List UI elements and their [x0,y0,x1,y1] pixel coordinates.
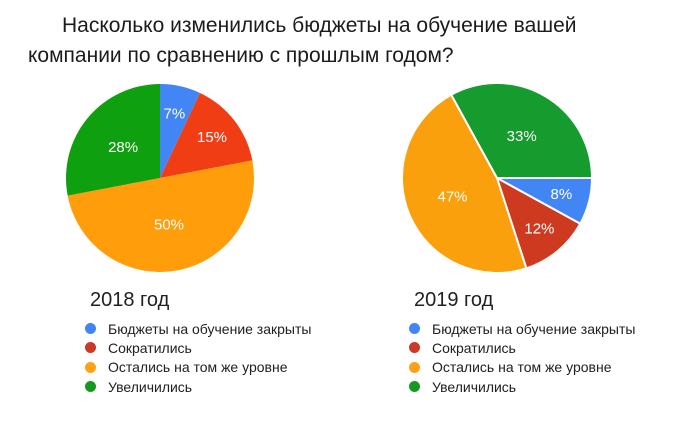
pie-slice-label-2019-1: 12% [524,221,554,238]
legend-label: Сократились [432,339,516,356]
chart-year-label-2018: 2018 год [90,289,170,311]
pie-slice-label-2018-2: 50% [154,217,184,234]
legend-swatch-blue-icon [409,323,420,335]
legend-label: Остались на том же уровне [108,359,288,376]
legend-label: Сократились [108,339,192,356]
legend-swatch-red-icon [409,342,420,354]
pie-chart-2019: 8% 12% 47% 33% [401,81,593,274]
chart-year-label-2019: 2019 год [414,289,494,311]
legend-item: Увеличились [409,377,635,396]
legend-label: Увеличились [432,378,517,395]
pie-slice-2018-1 [160,92,253,178]
pie-slice-2018-0 [160,84,201,178]
legend-item: Сократились [85,338,311,357]
chart-footer-2019: 2019 год Бюджеты на обучение закрыты Сок… [409,288,635,396]
pie-slice-2019-1 [496,177,582,270]
legend-swatch-blue-icon [85,323,96,335]
pie-slice-2018-2 [67,160,255,273]
pie-slice-2018-3 [65,84,160,196]
legend-swatch-green-icon [409,381,420,393]
pie-slice-label-2018-1: 15% [197,129,227,146]
legend-2019: Бюджеты на обучение закрыты Сократились … [409,319,635,396]
pie-slice-label-2019-2: 47% [437,189,467,206]
legend-item: Остались на том же уровне [409,358,635,377]
legend-label: Бюджеты на обучение закрыты [432,320,636,337]
legend-swatch-orange-icon [409,361,420,373]
legend-swatch-green-icon [85,381,96,393]
pie-slice-2019-2 [401,93,528,274]
legend-item: Сократились [409,338,635,357]
pie-chart-2018: 7% 15% 50% 28% [65,84,255,273]
legend-label: Увеличились [108,378,193,395]
legend-item: Остались на том же уровне [85,358,311,377]
legend-2018: Бюджеты на обучение закрыты Сократились … [85,319,311,396]
pie-slice-label-2019-3: 33% [507,128,537,145]
legend-swatch-orange-icon [85,361,96,373]
legend-label: Остались на том же уровне [432,359,612,376]
legend-swatch-red-icon [85,342,96,354]
chart-footer-2018: 2018 год Бюджеты на обучение закрыты Сок… [85,288,311,396]
legend-item: Увеличились [85,377,311,396]
pie-slice-2019-3 [450,81,593,179]
pie-slice-label-2019-0: 8% [551,186,573,203]
page-title: Насколько изменились бюджеты на обучение… [28,14,577,67]
legend-item: Бюджеты на обучение закрыты [409,319,635,338]
legend-item: Бюджеты на обучение закрыты [85,319,311,338]
pie-slice-label-2018-3: 28% [108,139,138,156]
legend-label: Бюджеты на обучение закрыты [108,320,312,337]
pie-slice-label-2018-0: 7% [164,105,186,122]
